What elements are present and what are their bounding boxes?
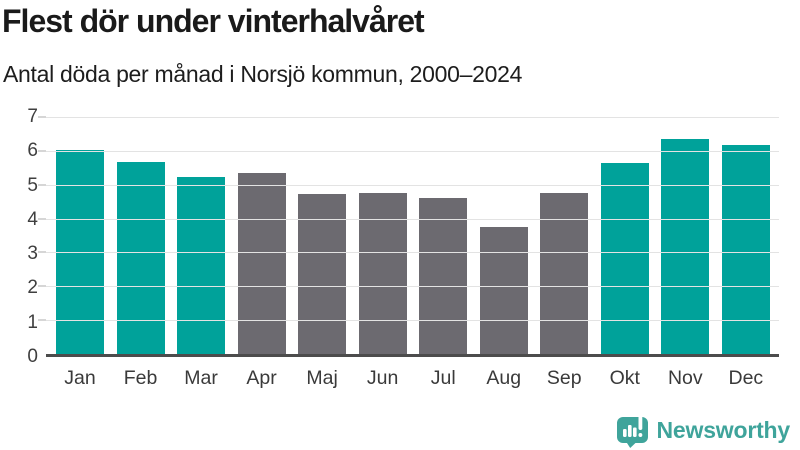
gridline: [46, 184, 779, 186]
x-tick-label: Jan: [64, 367, 96, 389]
bar-jul: Jul: [419, 198, 468, 389]
y-axis-tick: [38, 149, 46, 152]
gridline: [46, 117, 779, 118]
bar-dec: Dec: [721, 145, 770, 389]
brand-footer: Newsworthy: [616, 412, 790, 448]
x-tick-label: Jun: [366, 367, 399, 389]
gridline: [46, 252, 779, 254]
x-tick-label: Sep: [546, 367, 582, 389]
y-axis: 0 1 2 3 4 5 6 7: [0, 106, 38, 367]
chart-subtitle: Antal döda per månad i Norsjö kommun, 20…: [3, 61, 523, 87]
x-tick-label: Aug: [486, 367, 522, 389]
x-tick-label: Dec: [728, 367, 764, 389]
x-tick-label: Okt: [609, 367, 640, 389]
x-tick-label: Jul: [430, 367, 456, 389]
bar-nov: Nov: [661, 138, 710, 389]
x-tick-label: Nov: [667, 367, 703, 389]
y-axis-tick: [38, 183, 46, 186]
bar-feb: Feb: [116, 161, 165, 389]
bar-aug: Aug: [479, 226, 528, 389]
bar-maj: Maj: [298, 194, 347, 389]
y-axis-tick: [38, 319, 46, 322]
bar-mar: Mar: [177, 176, 226, 389]
plot-area: Jan Feb Mar Apr Maj Jun Jul Aug Sep Okt Nov Dec: [38, 116, 779, 389]
y-axis-tick: [38, 217, 46, 220]
y-axis-tick: [38, 251, 46, 254]
gridline: [46, 320, 779, 322]
x-tick-label: Maj: [306, 367, 338, 389]
chart-title: Flest dör under vinterhalvåret: [2, 3, 425, 39]
y-tick-label: 2: [27, 277, 38, 299]
y-tick-label: 7: [27, 106, 38, 127]
x-tick-label: Mar: [184, 367, 218, 389]
bar-jan: Jan: [56, 149, 104, 389]
y-tick-label: 5: [27, 174, 38, 196]
gridline: [46, 286, 779, 288]
x-tick-label: Apr: [246, 367, 277, 389]
y-tick-label: 1: [27, 311, 38, 333]
bar-apr: Apr: [237, 172, 286, 389]
bar-jun: Jun: [358, 192, 407, 389]
y-axis-tick: [38, 116, 46, 118]
x-tick-label: Feb: [123, 367, 158, 389]
y-axis-tick: [38, 285, 46, 288]
y-tick-label: 4: [27, 208, 38, 230]
gridline: [46, 150, 779, 152]
y-tick-label: 3: [27, 243, 38, 265]
bar-sep: Sep: [540, 192, 589, 389]
newsworthy-logo-icon: [616, 414, 648, 448]
y-tick-label: 0: [27, 346, 38, 367]
brand-name: Newsworthy: [656, 416, 791, 443]
bars-row: Jan Feb Mar Apr Maj Jun Jul Aug Sep Okt Nov Dec: [56, 117, 770, 389]
gridline: [46, 218, 779, 220]
y-tick-label: 6: [27, 140, 38, 162]
bar-okt: Okt: [600, 163, 649, 389]
